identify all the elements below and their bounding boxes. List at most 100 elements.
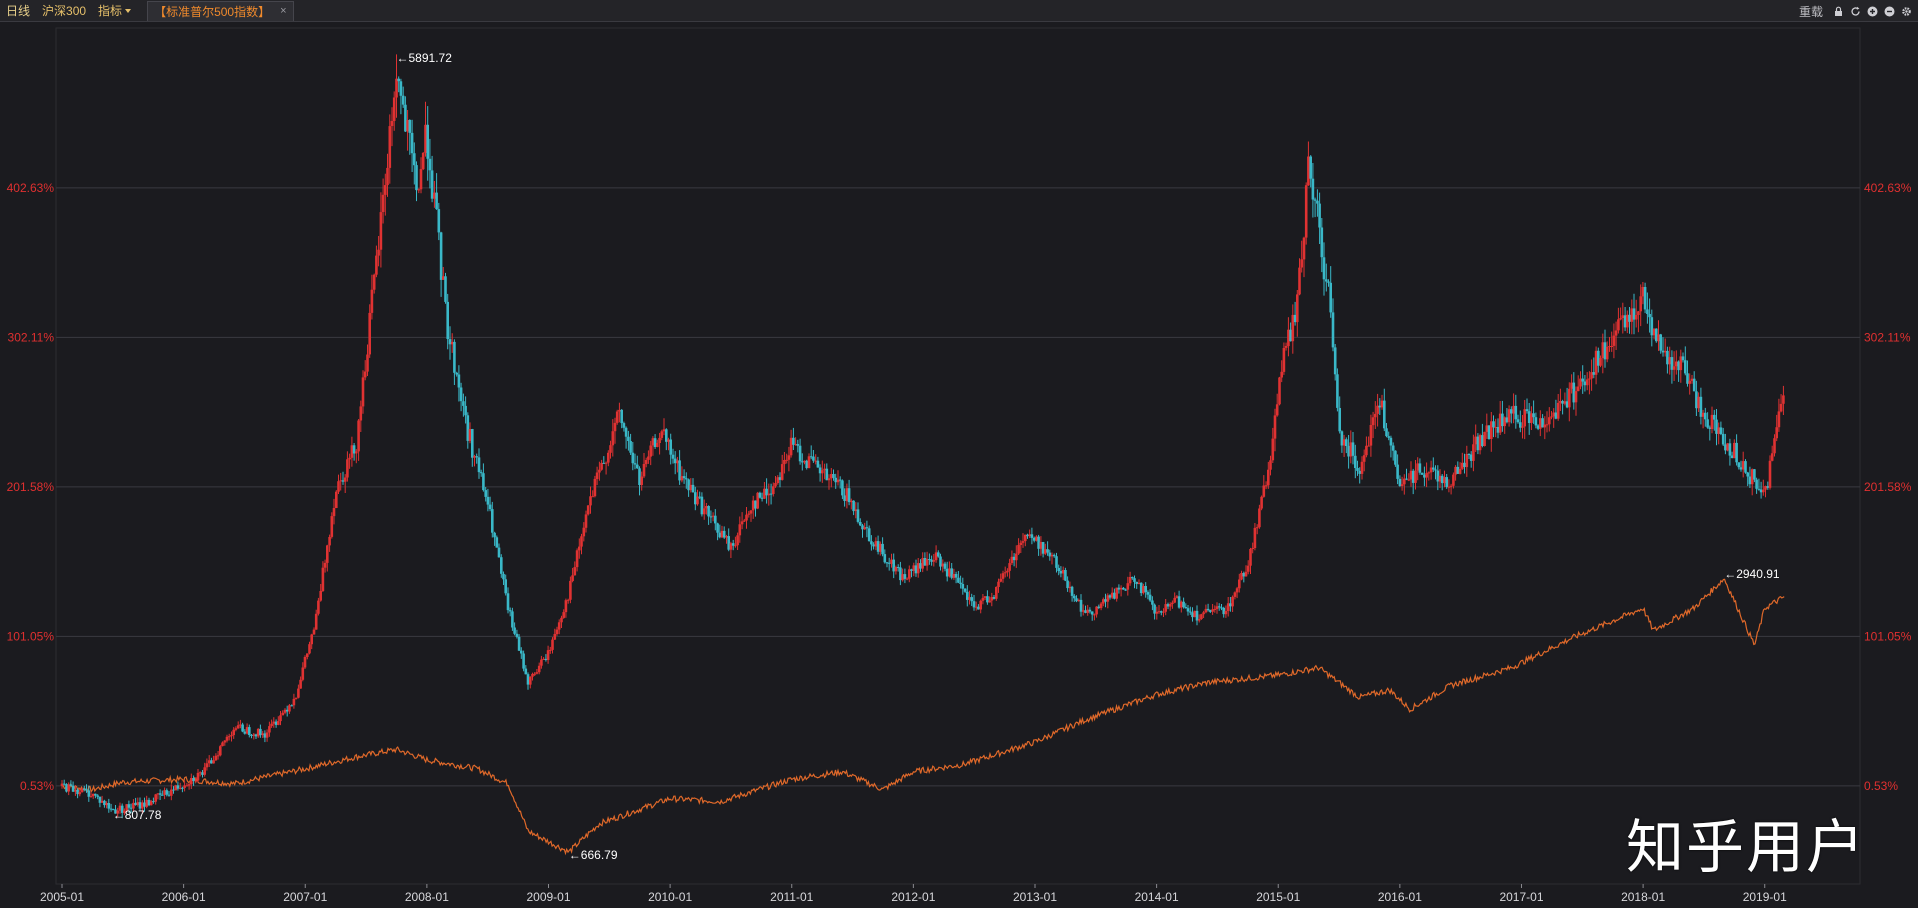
candle-body [1300, 259, 1303, 268]
candle-body [281, 712, 284, 716]
candle-body [1545, 424, 1549, 426]
candle-body [593, 478, 597, 497]
candle-body [607, 452, 610, 463]
candle-body [1378, 405, 1382, 408]
candle-body [1275, 404, 1279, 416]
candle-body [1768, 460, 1772, 488]
overlay-tab[interactable]: 【标准普尔500指数】 × [147, 0, 294, 21]
candle-body [1222, 607, 1225, 615]
candle-body [738, 524, 742, 536]
symbol-label[interactable]: 沪深300 [42, 3, 87, 18]
candle-body [776, 477, 780, 483]
candle-body [1086, 609, 1089, 613]
candle-body [1057, 567, 1060, 571]
zoom-out-icon[interactable] [1884, 6, 1895, 17]
candle-body [1001, 573, 1005, 579]
candle-body [1481, 435, 1484, 446]
reload-button[interactable]: 重载 [1798, 4, 1823, 19]
candle-body [181, 787, 184, 789]
price-annotation: ←666.79 [569, 848, 618, 862]
candle-body [511, 611, 514, 628]
candle-body [1436, 470, 1440, 482]
candle-body [794, 444, 797, 446]
candle-body [198, 772, 202, 774]
candle-body [1465, 454, 1469, 468]
candle-body [1008, 563, 1011, 571]
candle-body [1148, 594, 1152, 601]
candle-body [1637, 311, 1640, 315]
candle-body [1476, 436, 1480, 451]
candle-body [190, 778, 193, 785]
candle-body [1681, 356, 1685, 361]
candle-body [912, 565, 916, 571]
candle-body [442, 276, 445, 280]
candle-body [1177, 596, 1181, 608]
candle-body [303, 657, 307, 668]
candle-body [1443, 477, 1446, 484]
candle-body [600, 462, 603, 470]
candle-body [424, 124, 427, 153]
candle-body [1458, 468, 1462, 474]
candle-body [408, 120, 412, 133]
candle-body [1075, 598, 1078, 602]
gear-icon[interactable] [1901, 6, 1912, 17]
candle-body [1260, 496, 1263, 509]
candle-body [662, 429, 666, 432]
candle-body [1162, 611, 1165, 613]
candle-body [1255, 527, 1259, 529]
candle-body [491, 509, 494, 533]
candle-body [323, 562, 327, 568]
close-icon[interactable]: × [280, 5, 287, 17]
y-tick-label-right: 402.63% [1864, 181, 1912, 195]
candle-body [1189, 611, 1192, 613]
candle-body [1168, 604, 1172, 607]
candle-body [618, 409, 621, 412]
candle-body [225, 736, 229, 741]
indicator-menu[interactable]: 指标 [92, 0, 137, 22]
candle-body [1117, 587, 1121, 590]
candle-body [1099, 603, 1103, 609]
candle-body [377, 249, 380, 256]
candle-body [192, 778, 195, 781]
candle-body [821, 470, 824, 474]
candle-body [968, 597, 971, 600]
refresh-icon[interactable] [1850, 6, 1861, 17]
candle-body [916, 563, 920, 574]
candle-body [734, 545, 737, 547]
candle-body [830, 474, 833, 479]
candle-body [887, 562, 891, 564]
candle-body [522, 653, 525, 669]
candle-body [459, 387, 463, 402]
candle-body [838, 479, 842, 481]
candle-body [1610, 346, 1613, 347]
zoom-in-icon[interactable] [1867, 6, 1878, 17]
period-selector[interactable]: 日线 [6, 3, 31, 18]
candle-body [540, 659, 543, 666]
candle-body [1452, 474, 1455, 486]
lock-icon[interactable] [1833, 6, 1844, 17]
candle-body [1757, 488, 1761, 490]
candle-body [1059, 571, 1063, 574]
candle-body [227, 736, 231, 738]
candle-body [1590, 372, 1593, 379]
candle-body [908, 569, 911, 579]
candle-body [203, 767, 206, 775]
candle-body [221, 742, 224, 747]
candle-body [1122, 587, 1125, 590]
candle-body [1648, 314, 1651, 318]
candle-body [879, 543, 882, 552]
candle-body [513, 627, 516, 634]
candle-body [896, 567, 900, 568]
candle-body [1365, 445, 1368, 456]
candle-body [1304, 185, 1308, 238]
candle-body [241, 724, 244, 732]
candle-body [1126, 583, 1130, 590]
candle-body [399, 81, 403, 96]
candle-body [1367, 445, 1370, 447]
candle-body [1646, 309, 1649, 314]
candle-body [573, 567, 577, 576]
candle-body [939, 556, 942, 567]
candle-body [69, 784, 73, 786]
